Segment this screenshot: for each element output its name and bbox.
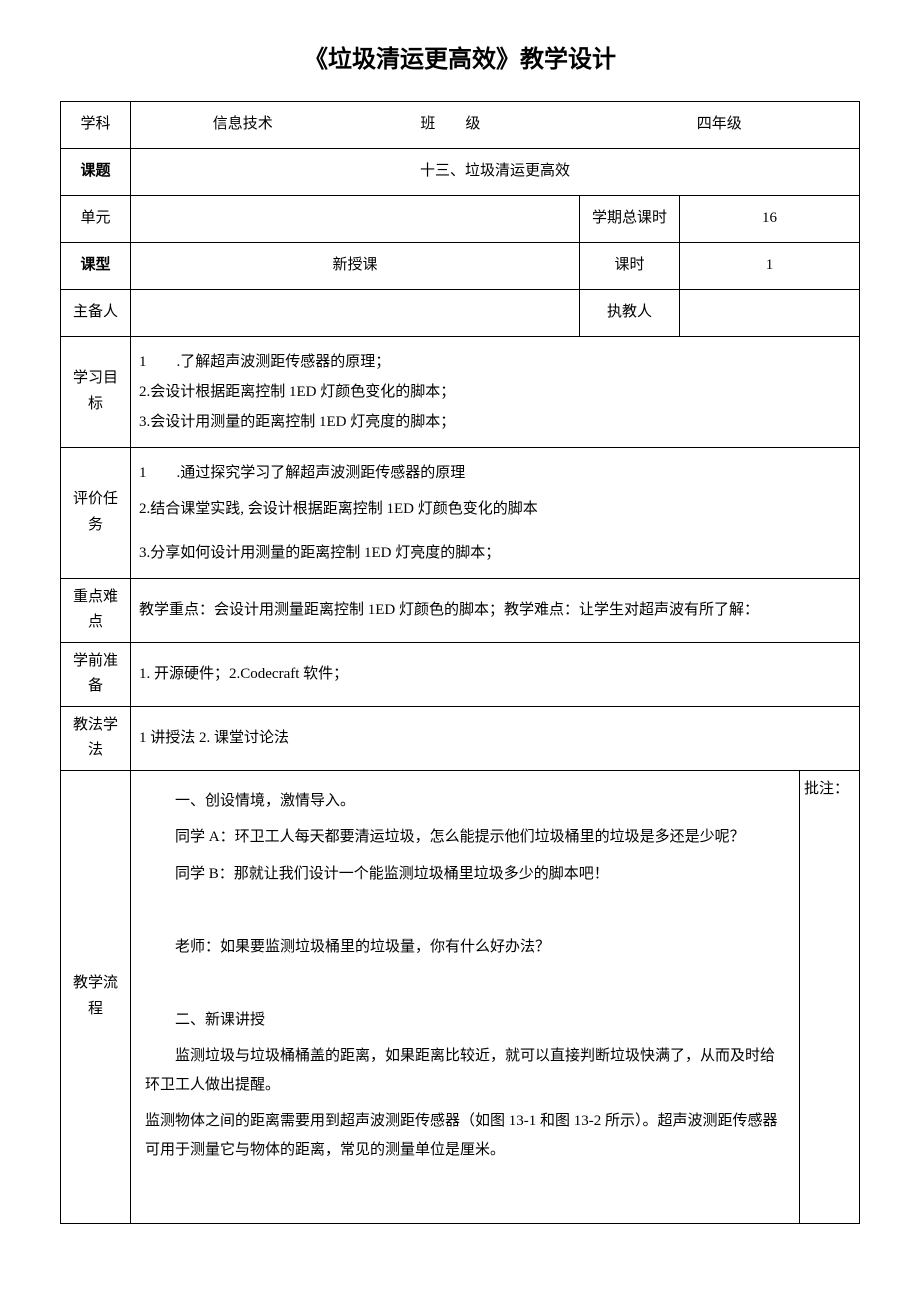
flow-paragraph: 老师：如果要监测垃圾桶里的垃圾量，你有什么好办法？ — [145, 933, 785, 962]
row-preparer: 主备人 执教人 — [61, 289, 860, 336]
goal-item: 2.会设计根据距离控制 1ED 灯颜色变化的脚本； — [139, 377, 851, 407]
value-prep: 1. 开源硬件；2.Codecraft 软件； — [131, 642, 860, 706]
goal-cell: 1 .了解超声波测距传感器的原理； 2.会设计根据距离控制 1ED 灯颜色变化的… — [131, 336, 860, 447]
value-grade: 四年级 — [579, 101, 859, 148]
row-flow: 教学流程 一、创设情境，激情导入。 同学 A：环卫工人每天都要清运垃圾，怎么能提… — [61, 770, 860, 1223]
value-subject: 信息技术 — [139, 112, 347, 138]
flow-paragraph: 同学 A：环卫工人每天都要清运垃圾，怎么能提示他们垃圾桶里的垃圾是多还是少呢？ — [145, 823, 785, 852]
value-type: 新授课 — [131, 242, 580, 289]
flow-paragraph: 监测物体之间的距离需要用到超声波测距传感器（如图 13-1 和图 13-2 所示… — [145, 1107, 785, 1164]
value-total-lessons: 16 — [679, 195, 859, 242]
flow-paragraph: 监测垃圾与垃圾桶桶盖的距离，如果距离比较近，就可以直接判断垃圾快满了，从而及时给… — [145, 1042, 785, 1099]
value-methods: 1 讲授法 2. 课堂讨论法 — [131, 706, 860, 770]
label-task: 评价任务 — [61, 447, 131, 578]
subject-class-cell: 信息技术班 级 — [131, 101, 580, 148]
task-item: 3.分享如何设计用测量的距离控制 1ED 灯亮度的脚本； — [139, 538, 851, 568]
task-cell: 1 .通过探究学习了解超声波测距传感器的原理 2.结合课堂实践, 会设计根据距离… — [131, 447, 860, 578]
flow-content: 一、创设情境，激情导入。 同学 A：环卫工人每天都要清运垃圾，怎么能提示他们垃圾… — [131, 770, 800, 1223]
label-teacher: 执教人 — [579, 289, 679, 336]
value-lesson: 1 — [679, 242, 859, 289]
flow-paragraph: 同学 B：那就让我们设计一个能监测垃圾桶里垃圾多少的脚本吧！ — [145, 860, 785, 889]
flow-paragraph: 一、创设情境，激情导入。 — [145, 787, 785, 816]
row-goal: 学习目标 1 .了解超声波测距传感器的原理； 2.会设计根据距离控制 1ED 灯… — [61, 336, 860, 447]
page-title: 《垃圾清运更高效》教学设计 — [60, 40, 860, 81]
label-class: 班 级 — [347, 112, 555, 138]
value-preparer — [131, 289, 580, 336]
goal-item: 1 .了解超声波测距传感器的原理； — [139, 347, 851, 377]
label-keypoints: 重点难点 — [61, 578, 131, 642]
row-type: 课型 新授课 课时 1 — [61, 242, 860, 289]
row-unit: 单元 学期总课时 16 — [61, 195, 860, 242]
row-subject: 学科 信息技术班 级 四年级 — [61, 101, 860, 148]
row-prep: 学前准备 1. 开源硬件；2.Codecraft 软件； — [61, 642, 860, 706]
task-item: 2.结合课堂实践, 会设计根据距离控制 1ED 灯颜色变化的脚本 — [139, 494, 851, 524]
flow-paragraph: 二、新课讲授 — [145, 1006, 785, 1035]
lesson-plan-table: 学科 信息技术班 级 四年级 课题 十三、垃圾清运更高效 单元 学期总课时 16… — [60, 101, 860, 1224]
value-keypoints: 教学重点：会设计用测量距离控制 1ED 灯颜色的脚本；教学难点：让学生对超声波有… — [131, 578, 860, 642]
label-methods: 教法学法 — [61, 706, 131, 770]
value-unit — [131, 195, 580, 242]
label-subject: 学科 — [61, 101, 131, 148]
row-keypoints: 重点难点 教学重点：会设计用测量距离控制 1ED 灯颜色的脚本；教学难点：让学生… — [61, 578, 860, 642]
label-topic: 课题 — [61, 148, 131, 195]
label-goal: 学习目标 — [61, 336, 131, 447]
label-unit: 单元 — [61, 195, 131, 242]
notes-cell: 批注： — [799, 770, 859, 1223]
row-topic: 课题 十三、垃圾清运更高效 — [61, 148, 860, 195]
label-total-lessons: 学期总课时 — [579, 195, 679, 242]
label-flow: 教学流程 — [61, 770, 131, 1223]
label-prep: 学前准备 — [61, 642, 131, 706]
label-lesson: 课时 — [579, 242, 679, 289]
label-type: 课型 — [61, 242, 131, 289]
label-preparer: 主备人 — [61, 289, 131, 336]
goal-item: 3.会设计用测量的距离控制 1ED 灯亮度的脚本； — [139, 407, 851, 437]
label-notes: 批注： — [804, 781, 849, 797]
row-methods: 教法学法 1 讲授法 2. 课堂讨论法 — [61, 706, 860, 770]
value-teacher — [679, 289, 859, 336]
row-task: 评价任务 1 .通过探究学习了解超声波测距传感器的原理 2.结合课堂实践, 会设… — [61, 447, 860, 578]
value-topic: 十三、垃圾清运更高效 — [131, 148, 860, 195]
task-item: 1 .通过探究学习了解超声波测距传感器的原理 — [139, 458, 851, 488]
